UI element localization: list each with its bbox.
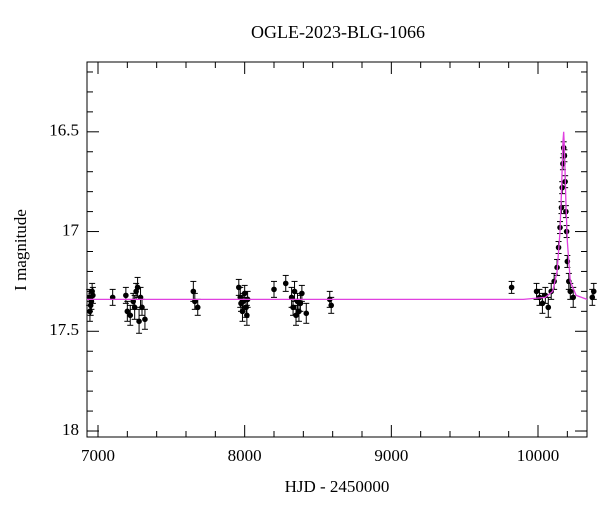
x-axis-label: HJD - 2450000 xyxy=(285,477,390,496)
data-point xyxy=(590,288,597,295)
data-point xyxy=(194,304,201,311)
data-point xyxy=(570,294,577,301)
model-curve xyxy=(87,131,588,301)
data-point xyxy=(142,316,148,323)
data-point xyxy=(241,290,248,297)
x-tick-label: 7000 xyxy=(81,446,115,465)
plot-frame xyxy=(86,61,588,438)
y-tick-label: 16.5 xyxy=(49,121,79,140)
y-tick-label: 17 xyxy=(62,220,80,239)
data-point xyxy=(190,288,197,295)
data-point xyxy=(567,288,574,295)
data-point xyxy=(139,304,145,311)
data-point xyxy=(328,302,335,309)
x-tick-label: 9000 xyxy=(374,446,408,465)
y-tick-label: 17.5 xyxy=(49,320,79,339)
x-tick-label: 8000 xyxy=(228,446,262,465)
x-tick-label: 10000 xyxy=(517,446,560,465)
data-point xyxy=(136,318,142,325)
data-point xyxy=(239,308,246,315)
data-point xyxy=(303,310,310,317)
data-point xyxy=(290,304,296,311)
data-point xyxy=(127,312,134,319)
data-point xyxy=(87,308,93,315)
data-point xyxy=(297,300,304,307)
chart-title: OGLE-2023-BLG-1066 xyxy=(251,22,425,42)
data-point xyxy=(282,280,289,287)
data-point xyxy=(131,304,138,311)
data-point xyxy=(291,288,298,295)
data-point xyxy=(90,292,96,299)
data-point xyxy=(293,312,299,319)
data-point xyxy=(123,292,129,299)
data-point xyxy=(124,308,131,315)
y-axis-label: I magnitude xyxy=(11,209,30,291)
data-point xyxy=(508,284,515,291)
data-point xyxy=(271,286,277,293)
data-point xyxy=(533,288,540,295)
data-point xyxy=(299,290,305,297)
data-point xyxy=(244,312,250,319)
y-tick-label: 18 xyxy=(62,420,79,439)
data-point xyxy=(545,304,552,311)
